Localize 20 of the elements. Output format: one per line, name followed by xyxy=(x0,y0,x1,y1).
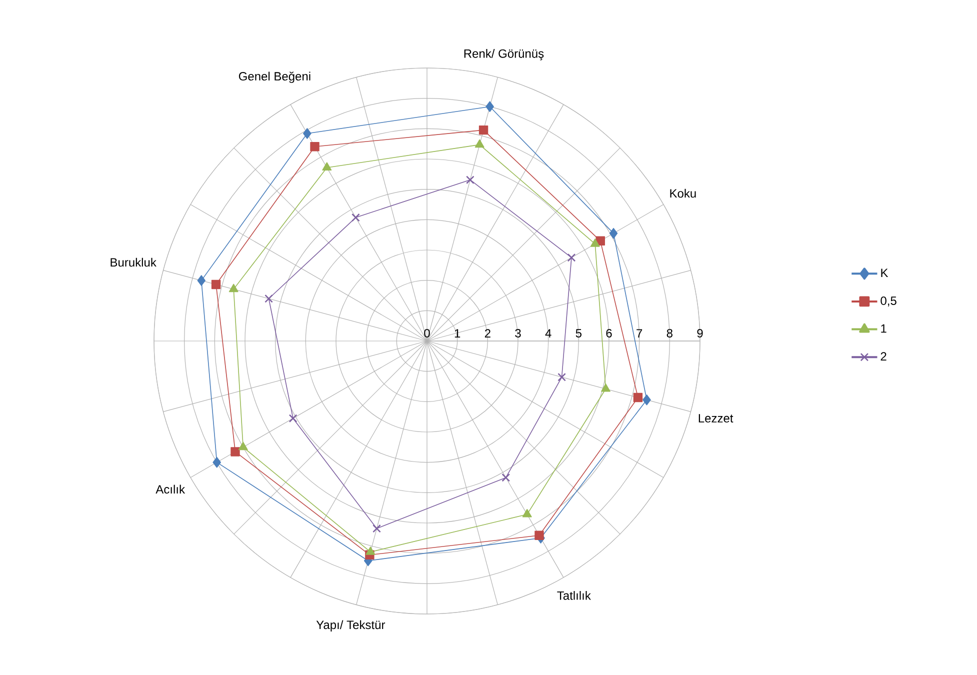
y-tick-label: 4 xyxy=(545,329,552,338)
spoke-label: Burukluk xyxy=(110,258,156,267)
y-tick-label: 6 xyxy=(606,328,612,338)
y-tick-label: 9 xyxy=(697,328,703,338)
spoke-label: Acılık xyxy=(156,484,186,494)
spoke-label: Tatlılık xyxy=(557,591,591,600)
spoke-label: Lezzet xyxy=(698,414,734,423)
y-tick-label: 3 xyxy=(515,328,521,338)
spoke-label: Yapı/ Tekstür xyxy=(316,620,386,632)
legend-label: K xyxy=(881,268,888,278)
y-tick-label: 5 xyxy=(576,329,582,338)
spoke-label: Genel Beğeni xyxy=(238,72,310,83)
y-tick-label: 0 xyxy=(424,328,430,338)
legend-label: 1 xyxy=(881,324,886,333)
y-tick-label: 8 xyxy=(666,328,672,338)
legend-label: 2 xyxy=(880,352,886,361)
legend-label: 0,5 xyxy=(880,296,896,306)
y-tick-label: 7 xyxy=(636,329,642,338)
spoke-label: Renk/ Görünüş xyxy=(464,49,544,60)
spoke-label: Koku xyxy=(670,188,696,198)
